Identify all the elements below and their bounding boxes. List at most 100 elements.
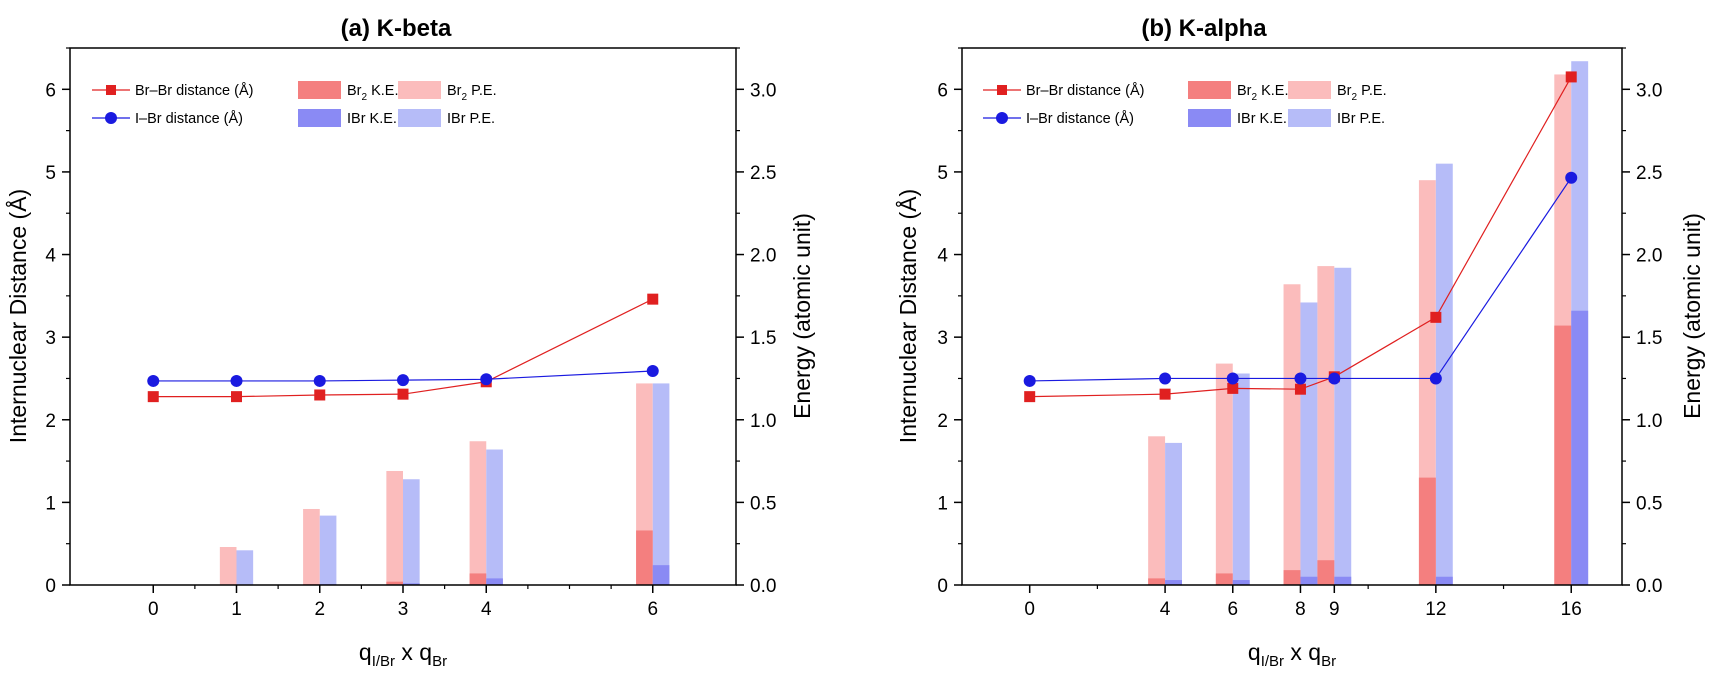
bar-ibr-ke bbox=[1232, 580, 1250, 585]
bar-ibr-ke bbox=[1334, 576, 1352, 585]
y-axis-label-left: Internuclear Distance (Å) bbox=[894, 189, 921, 443]
lines-layer bbox=[1023, 71, 1578, 403]
y-right-tick-label: 1.5 bbox=[1636, 328, 1662, 349]
i-br-distance-point bbox=[313, 374, 326, 387]
br-br-distance-point bbox=[1565, 71, 1577, 83]
x-tick-label: 1 bbox=[231, 599, 242, 620]
bar-br2-ke bbox=[1283, 570, 1301, 585]
y-right-tick-label: 2.0 bbox=[750, 246, 776, 267]
bar-br2-ke bbox=[1418, 477, 1436, 585]
bar-br2-pe bbox=[303, 508, 320, 585]
i-br-distance-point bbox=[1429, 372, 1442, 385]
x-tick-label: 3 bbox=[398, 599, 409, 620]
legend: Br–Br distance (Å) I–Br distance (Å) Br2… bbox=[983, 81, 1387, 127]
legend-ibr-pe-label: IBr P.E. bbox=[1337, 111, 1385, 127]
x-tick-label: 0 bbox=[1024, 599, 1035, 620]
legend-ibr-ke-label: IBr K.E. bbox=[347, 111, 397, 127]
i-br-distance-point bbox=[1565, 171, 1578, 184]
bar-ibr-ke bbox=[1435, 576, 1453, 585]
y-left-tick-label: 2 bbox=[937, 411, 948, 432]
legend-i-br-label: I–Br distance (Å) bbox=[135, 110, 243, 127]
x-tick-label: 0 bbox=[148, 599, 159, 620]
br-br-distance-point bbox=[147, 391, 159, 403]
br-br-distance-point bbox=[1294, 383, 1306, 395]
y-right-tick-label: 1.5 bbox=[750, 328, 776, 349]
legend-br2-ke-swatch bbox=[298, 81, 341, 99]
legend: Br–Br distance (Å) I–Br distance (Å) Br2… bbox=[92, 81, 497, 127]
y-right-tick-label: 0.0 bbox=[1636, 576, 1662, 597]
y-right-tick-label: 0.5 bbox=[750, 493, 776, 514]
legend-br-br-label: Br–Br distance (Å) bbox=[1026, 82, 1144, 99]
bar-ibr-pe bbox=[319, 515, 337, 585]
bar-ibr-pe bbox=[486, 449, 503, 585]
x-tick-label: 6 bbox=[1227, 599, 1238, 620]
lines-layer bbox=[147, 293, 659, 403]
bar-br2-pe bbox=[1148, 436, 1166, 585]
legend-ibr-pe-swatch bbox=[398, 109, 441, 127]
legend-i-br-marker bbox=[996, 112, 1008, 124]
legend-br2-pe-swatch bbox=[1288, 81, 1331, 99]
bar-ibr-pe bbox=[236, 550, 254, 585]
i-br-distance-point bbox=[646, 365, 659, 378]
y-left-tick-label: 0 bbox=[45, 576, 56, 597]
bar-br2-ke bbox=[1215, 573, 1233, 585]
bar-br2-pe bbox=[1283, 284, 1301, 585]
bar-br2-ke bbox=[1317, 560, 1335, 585]
y-left-tick-label: 4 bbox=[937, 246, 948, 267]
x-tick-label: 12 bbox=[1425, 599, 1446, 620]
i-br-distance-point bbox=[1226, 372, 1239, 385]
x-tick-label: 6 bbox=[647, 599, 658, 620]
legend-ibr-pe-swatch bbox=[1288, 109, 1331, 127]
br-br-distance-point bbox=[1227, 382, 1239, 394]
bar-ibr-ke bbox=[1571, 310, 1589, 585]
legend-br2-ke-label: Br2 K.E. bbox=[347, 83, 399, 103]
x-tick-label: 4 bbox=[481, 599, 492, 620]
y-axis-label-right: Energy (atomic unit) bbox=[789, 213, 815, 419]
bar-ibr-pe bbox=[652, 383, 670, 585]
bar-ibr-pe bbox=[403, 479, 420, 585]
y-right-tick-label: 3.0 bbox=[1636, 80, 1662, 101]
i-br-distance-point bbox=[1159, 372, 1172, 385]
x-axis-label: qI/Br x qBr bbox=[359, 639, 447, 670]
y-right-tick-label: 2.5 bbox=[750, 163, 776, 184]
bar-br2-ke bbox=[636, 530, 653, 585]
br-br-distance-point bbox=[1430, 311, 1442, 323]
y-right-tick-label: 3.0 bbox=[750, 80, 776, 101]
legend-ibr-ke-swatch bbox=[298, 109, 341, 127]
y-axis-label-right: Energy (atomic unit) bbox=[1679, 213, 1705, 419]
bar-ibr-pe bbox=[1232, 373, 1250, 585]
legend-i-br-marker bbox=[105, 112, 117, 124]
bar-br2-ke bbox=[1554, 325, 1572, 585]
bar-br2-ke bbox=[1148, 578, 1166, 585]
legend-br2-pe-swatch bbox=[398, 81, 441, 99]
y-right-tick-label: 2.5 bbox=[1636, 163, 1662, 184]
panel-a: (a) K-beta 0 1 2 3 4 6 0 1 2 3 4 5 6 0.0 0.5 1.0 1.5 2.0 2… bbox=[4, 15, 815, 670]
bar-br2-pe bbox=[219, 547, 237, 585]
plot-frame bbox=[961, 47, 1623, 586]
y-left-tick-label: 5 bbox=[937, 163, 948, 184]
bar-ibr-ke bbox=[1165, 580, 1182, 585]
y-right-tick-label: 0.5 bbox=[1636, 493, 1662, 514]
y-left-tick-label: 6 bbox=[45, 80, 56, 101]
i-br-distance-point bbox=[1023, 374, 1036, 387]
y-left-tick-label: 6 bbox=[937, 80, 948, 101]
i-br-distance-point bbox=[397, 374, 409, 387]
bar-br2-ke bbox=[386, 581, 403, 585]
x-tick-label: 9 bbox=[1329, 599, 1340, 620]
y-left-tick-label: 2 bbox=[45, 411, 56, 432]
legend-ibr-pe-label: IBr P.E. bbox=[447, 111, 495, 127]
br-br-distance-point bbox=[231, 391, 242, 403]
i-br-distance-point bbox=[147, 374, 160, 387]
bar-ibr-ke bbox=[1300, 576, 1318, 585]
bars-layer bbox=[219, 383, 670, 585]
i-br-distance-line bbox=[153, 370, 653, 382]
bar-br2-pe bbox=[469, 441, 487, 585]
x-tick-label: 16 bbox=[1561, 599, 1582, 620]
bar-ibr-ke bbox=[403, 583, 420, 585]
legend-br-br-marker bbox=[997, 85, 1007, 95]
x-tick-label: 2 bbox=[314, 599, 325, 620]
y-left-tick-label: 1 bbox=[937, 493, 948, 514]
legend-br2-ke-label: Br2 K.E. bbox=[1237, 83, 1289, 103]
y-axis-label-left: Internuclear Distance (Å) bbox=[4, 189, 31, 443]
